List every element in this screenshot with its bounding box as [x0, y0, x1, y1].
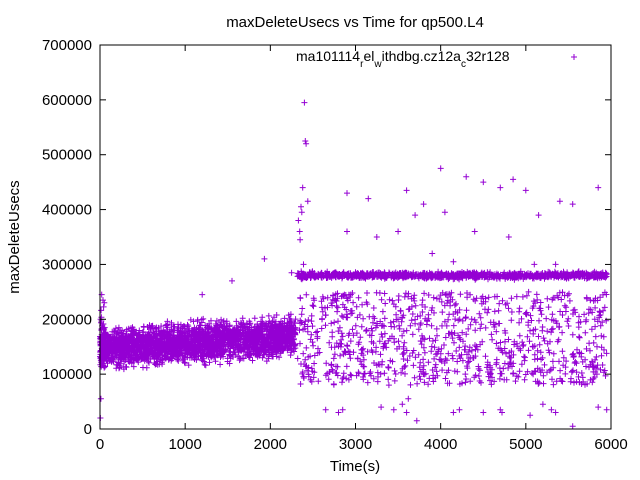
legend-label: ma101114relwithdbg.cz12ac32r128	[296, 48, 510, 70]
x-tick-label: 3000	[339, 436, 372, 453]
y-tick-label: 400000	[42, 202, 92, 219]
y-tick-label: 300000	[42, 256, 92, 273]
data-points	[97, 99, 610, 430]
x-tick-label: 1000	[168, 436, 201, 453]
legend-marker	[571, 54, 577, 60]
chart-title: maxDeleteUsecs vs Time for qp500.L4	[226, 14, 484, 31]
x-tick-label: 5000	[509, 436, 542, 453]
legend-marker-plus	[571, 54, 577, 60]
x-tick-label: 2000	[254, 436, 287, 453]
series-markers	[97, 99, 610, 430]
y-axis-ticks: 0 100000 200000 300000 400000 500000 600000 700…	[42, 37, 611, 438]
x-axis-ticks: 0 1000 2000 3000 4000 5000 6000	[96, 45, 628, 453]
y-tick-label: 600000	[42, 92, 92, 109]
x-tick-label: 4000	[424, 436, 457, 453]
y-tick-label: 700000	[42, 37, 92, 54]
y-tick-label: 0	[84, 421, 92, 438]
y-tick-label: 100000	[42, 366, 92, 383]
x-axis-label: Time(s)	[330, 458, 380, 475]
x-tick-label: 0	[96, 436, 104, 453]
y-axis-label: maxDeleteUsecs	[6, 180, 23, 293]
y-tick-label: 500000	[42, 147, 92, 164]
y-tick-label: 200000	[42, 311, 92, 328]
x-tick-label: 6000	[594, 436, 627, 453]
